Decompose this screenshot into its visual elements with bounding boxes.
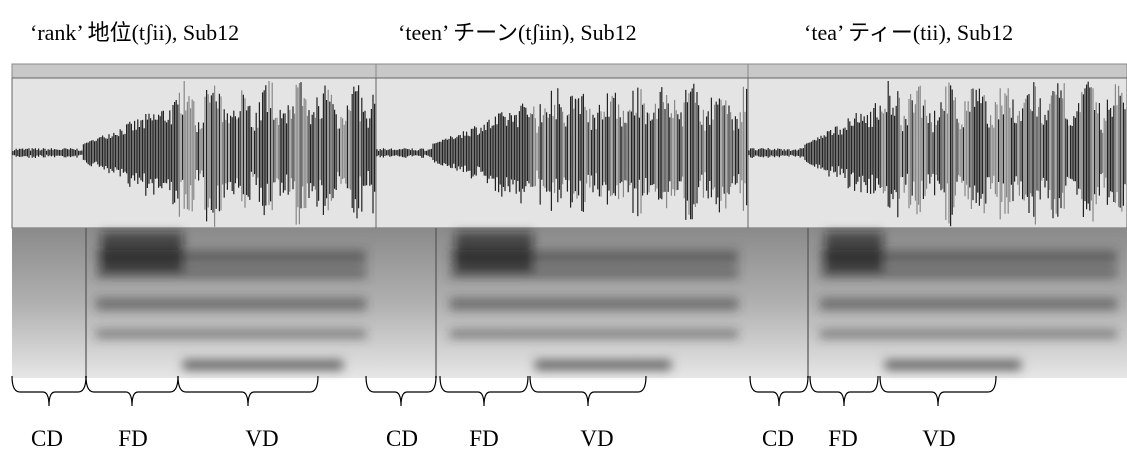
segment-label: FD: [469, 426, 498, 451]
formant-band: [820, 250, 1117, 264]
header-bar: [747, 63, 1127, 79]
waveform: [881, 82, 1123, 225]
segment-label: FD: [118, 426, 147, 451]
waveform: [376, 83, 748, 220]
brace: [11, 375, 87, 407]
spectrogram-bands: [450, 232, 738, 370]
waveform: [12, 82, 376, 222]
panel-title: ‘tea’ ティー(tii), Sub12: [804, 20, 1013, 45]
formant-band: [450, 298, 738, 310]
formant-band: [820, 298, 1117, 310]
formant-band: [96, 330, 366, 338]
panel: [11, 63, 377, 407]
formant-band: [820, 330, 1117, 338]
formant-band: [96, 268, 366, 278]
segment-label: VD: [245, 426, 278, 451]
formant-band: [450, 268, 738, 278]
brace: [529, 375, 647, 407]
burst-band: [455, 232, 533, 272]
segment-label: CD: [762, 426, 794, 451]
segment-label: CD: [386, 426, 418, 451]
brace: [809, 375, 879, 407]
brace: [879, 375, 997, 407]
burst-band: [825, 232, 883, 272]
header-bar: [11, 63, 377, 79]
brace: [365, 375, 437, 407]
waveform: [748, 81, 1126, 227]
panel-title: ‘rank’ 地位(tʃii), Sub12: [30, 20, 239, 45]
formant-band: [450, 330, 738, 338]
brace: [749, 375, 809, 407]
low-band: [183, 360, 343, 370]
formant-band: [820, 268, 1117, 278]
brace: [85, 375, 179, 407]
brace: [439, 375, 529, 407]
spectrogram-bands: [96, 232, 366, 370]
waveform: [178, 81, 361, 227]
segment-label: VD: [580, 426, 613, 451]
spectrogram-bands: [820, 232, 1117, 370]
formant-band: [96, 298, 366, 310]
segment-label: VD: [922, 426, 955, 451]
waveform: [530, 86, 746, 215]
burst-band: [101, 232, 183, 272]
low-band: [535, 360, 671, 370]
low-band: [885, 360, 1021, 370]
segment-label: CD: [31, 426, 63, 451]
segment-label: FD: [828, 426, 857, 451]
panel: [365, 63, 749, 407]
header-bar: [375, 63, 749, 79]
panel-title: ‘teen’ チーン(tʃiin), Sub12: [398, 20, 637, 45]
brace: [177, 375, 319, 407]
panel: [747, 63, 1127, 407]
